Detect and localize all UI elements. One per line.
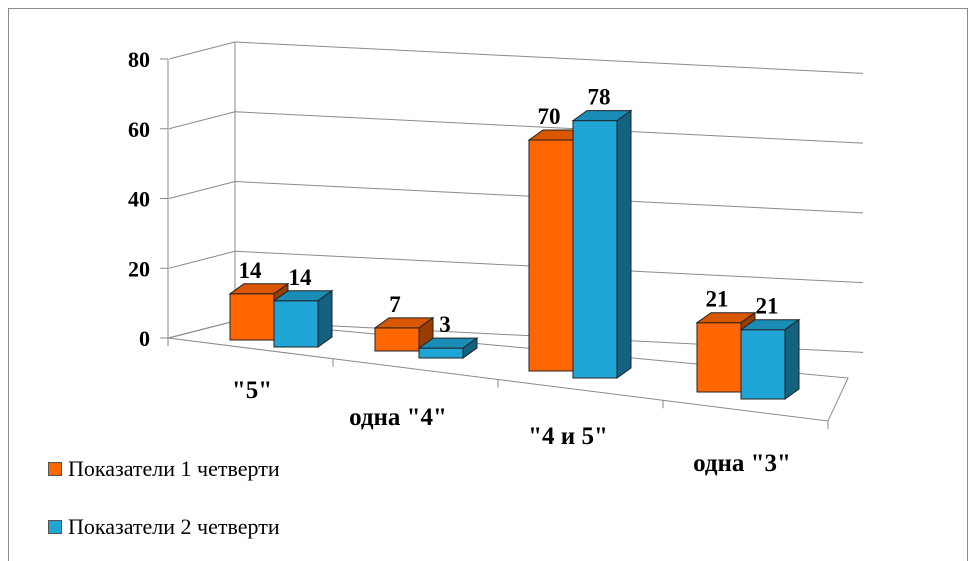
side-gridline	[168, 250, 236, 269]
bar-2-3-side	[784, 318, 800, 400]
gridline	[234, 111, 864, 144]
legend-swatch-series-1	[48, 462, 62, 476]
legend-item-series-1: Показатели 1 четверти	[48, 456, 280, 482]
gridline	[234, 41, 864, 74]
bar-2-1-side	[462, 337, 478, 359]
chart-frame	[8, 8, 968, 561]
side-gridline	[168, 111, 236, 130]
legend-label-series-2: Показатели 2 четверти	[68, 514, 280, 539]
category-labels: "5" одна "4" "4 и 5" одна "3"	[232, 377, 791, 477]
data-labels: 14 14 7 3 70 78 21 21	[239, 85, 779, 338]
side-gridline	[168, 41, 236, 60]
data-label: 14	[239, 258, 263, 283]
side-gridline	[168, 181, 236, 199]
y-tick-label: 40	[128, 187, 150, 212]
category-label: одна "3"	[693, 450, 791, 477]
y-tick-label: 0	[139, 326, 150, 351]
bar-1-3-front	[696, 322, 742, 393]
legend-label-series-1: Показатели 1 четверти	[68, 456, 280, 481]
data-label: 70	[538, 104, 561, 129]
axes	[160, 42, 849, 429]
bar-2-2-side	[616, 109, 632, 379]
bar-2-0-front	[273, 300, 319, 348]
data-label: 21	[706, 287, 729, 312]
bar-2-3-front	[740, 329, 786, 400]
data-label: 78	[588, 85, 611, 110]
floor	[167, 320, 849, 422]
y-tick-label: 60	[128, 117, 150, 142]
y-tick-label: 80	[128, 47, 150, 72]
data-label: 14	[289, 265, 313, 290]
y-ticks: 0 20 40 60 80	[128, 47, 150, 351]
bar-2-2-front	[572, 120, 618, 379]
legend-swatch-series-2	[48, 520, 62, 534]
category-label: "4 и 5"	[528, 423, 608, 450]
category-label: одна "4"	[349, 404, 447, 431]
bar-1-0-front	[229, 293, 275, 341]
y-tick-label: 20	[128, 256, 150, 281]
data-label: 21	[756, 294, 779, 319]
bar-2-1-front	[418, 347, 464, 359]
legend-item-series-2: Показатели 2 четверти	[48, 514, 280, 540]
bar-1-2-front	[528, 139, 574, 372]
data-label: 3	[439, 312, 451, 337]
bar-2-0-side	[317, 289, 333, 348]
bars	[228, 109, 801, 400]
data-label: 7	[389, 292, 401, 317]
bar-1-1-front	[374, 327, 420, 352]
category-label: "5"	[232, 377, 272, 404]
